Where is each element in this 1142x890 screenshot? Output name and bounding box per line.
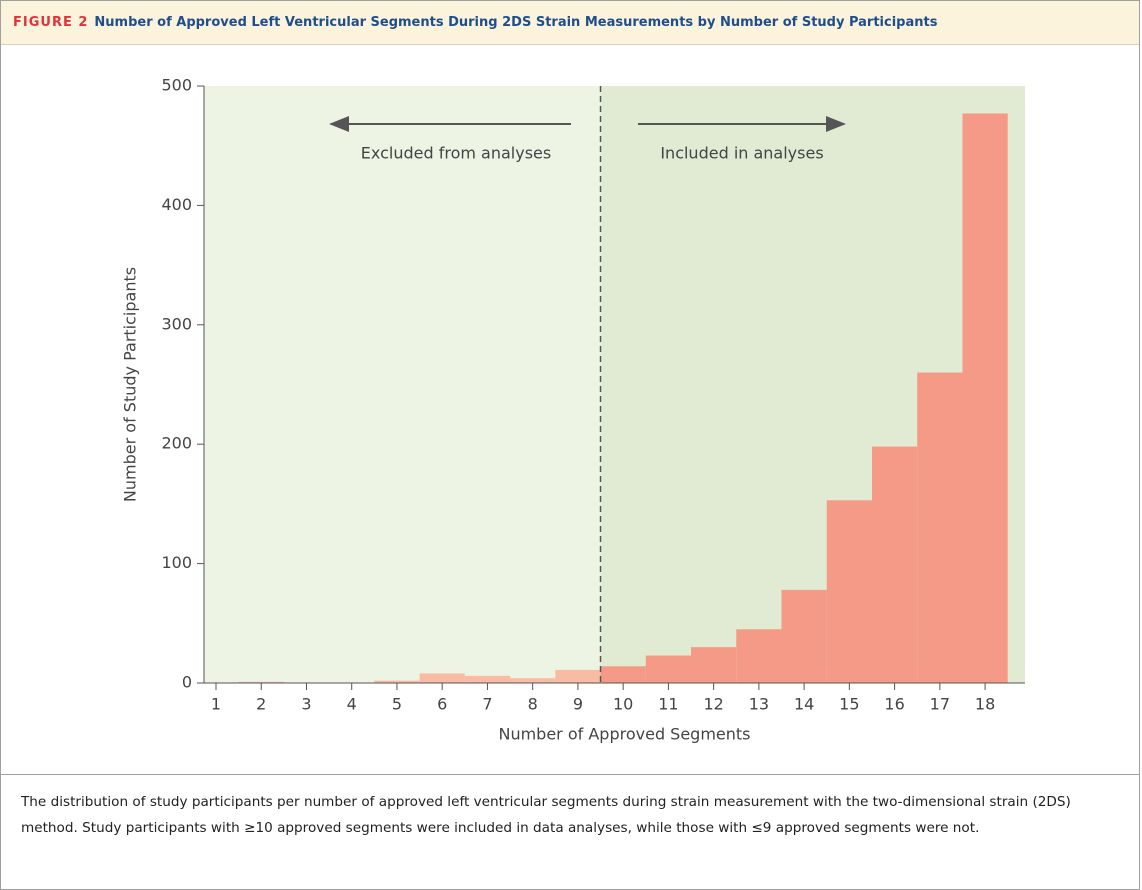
x-tick-label: 1: [211, 695, 221, 714]
figure-label: FIGURE 2: [13, 15, 89, 30]
x-axis-label: Number of Approved Segments: [498, 725, 750, 744]
bar: [419, 673, 465, 683]
x-tick-label: 11: [658, 695, 678, 714]
x-tick-label: 7: [482, 695, 492, 714]
x-tick-label: 12: [703, 695, 723, 714]
x-tick-label: 4: [347, 695, 357, 714]
y-tick-label: 500: [161, 76, 192, 95]
bar: [781, 589, 827, 683]
x-tick-label: 2: [256, 695, 266, 714]
chart: 1 2 3 4 5 6 7 8 9 10 11 12 13 14 15 16 17 180100200300400…: [121, 76, 1025, 744]
bar: [962, 113, 1008, 684]
x-tick-label: 13: [749, 695, 769, 714]
bar: [917, 372, 963, 683]
bar: [645, 655, 692, 683]
bar: [510, 678, 556, 683]
bar: [600, 666, 646, 683]
annotation: Excluded from analyses: [361, 144, 551, 163]
x-tick-label: 17: [930, 695, 950, 714]
bar: [736, 629, 782, 683]
bar: [871, 446, 918, 683]
separator: [1, 774, 1139, 775]
bar: [691, 647, 737, 683]
bar: [374, 680, 420, 683]
bar: [826, 500, 872, 683]
y-tick-label: 300: [161, 314, 192, 333]
annotation: Included in analyses: [660, 144, 823, 163]
x-tick-label: 3: [301, 695, 311, 714]
y-axis-label: Number of Study Participants: [121, 267, 140, 502]
bar: [464, 675, 511, 683]
excluded-region: [204, 86, 601, 683]
bar: [555, 669, 601, 683]
y-tick-label: 400: [161, 195, 192, 214]
y-tick-label: 200: [161, 434, 192, 453]
figure-title: Number of Approved Left Ventricular Segm…: [94, 15, 938, 30]
caption: The distribution of study participants p…: [21, 794, 1071, 836]
x-tick-label: 8: [528, 695, 538, 714]
x-tick-label: 10: [613, 695, 633, 714]
x-tick-label: 6: [437, 695, 447, 714]
x-tick-label: 18: [975, 695, 995, 714]
x-tick-label: 5: [392, 695, 402, 714]
bar: [238, 681, 284, 683]
x-tick-label: 16: [884, 695, 904, 714]
x-tick-label: 9: [573, 695, 583, 714]
x-tick-label: 14: [794, 695, 814, 714]
figure-header: FIGURE 2 Number of Approved Left Ventricu…: [1, 1, 1139, 45]
y-tick-label: 100: [161, 553, 192, 572]
x-tick-label: 15: [839, 695, 859, 714]
y-tick-label: 0: [182, 673, 192, 692]
